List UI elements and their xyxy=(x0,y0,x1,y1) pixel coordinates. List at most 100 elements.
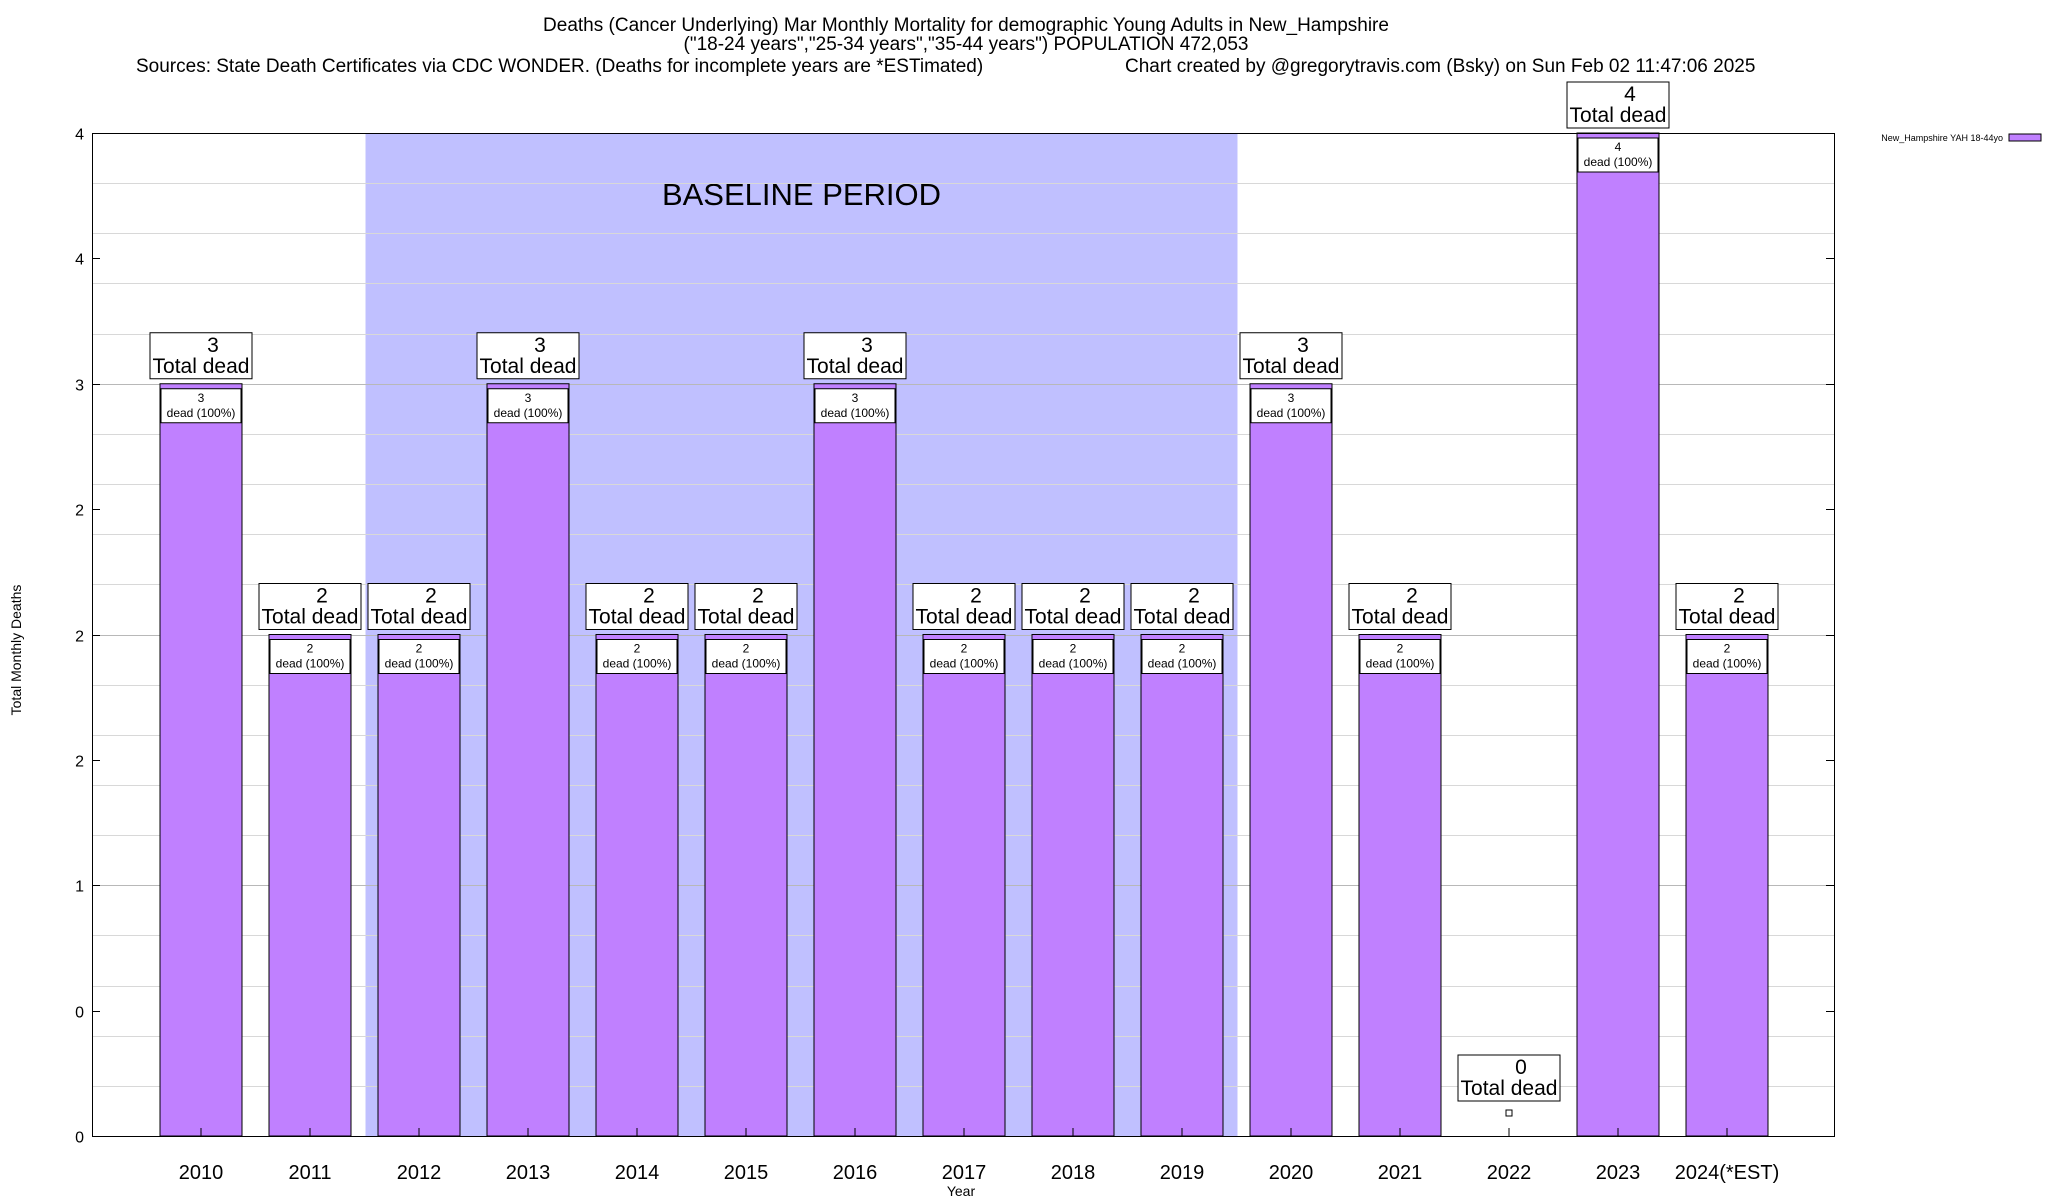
axis-layer: Year Total Monthly Deaths 0 0 1 2 2 2 3 4 4 2010 2… xyxy=(8,127,1835,1199)
bar-total-label-box xyxy=(1130,583,1234,630)
x-tick-label: 2016 xyxy=(833,1162,878,1184)
bar-inner-label: dead (100%) xyxy=(167,406,236,420)
legend-swatch xyxy=(2008,133,2042,142)
bar-total-value: 2 xyxy=(970,585,982,608)
bar-total-label: Total dead xyxy=(807,355,904,378)
bar xyxy=(159,383,243,1137)
bar-inner-label-box xyxy=(269,639,351,674)
bar-total-label-box xyxy=(1239,332,1343,380)
x-tick-label: 2015 xyxy=(724,1162,769,1184)
x-tick-label: 2022 xyxy=(1487,1162,1532,1184)
bar-inner-label: dead (100%) xyxy=(1257,406,1326,420)
bar-inner-label: dead (100%) xyxy=(821,406,890,420)
chart-title-group: Deaths (Cancer Underlying) Mar Monthly M… xyxy=(136,15,1755,77)
bar-total-value: 2 xyxy=(425,585,437,608)
x-tick-label: 2010 xyxy=(179,1162,224,1184)
x-tick-label: 2021 xyxy=(1378,1162,1423,1184)
x-tick-label: 2018 xyxy=(1051,1162,1096,1184)
chart-credit: Chart created by @gregorytravis.com (Bsk… xyxy=(1125,56,1755,77)
bar-total-label: Total dead xyxy=(589,606,686,629)
x-axis-title: Year xyxy=(947,1183,976,1199)
bar xyxy=(377,634,461,1137)
bar-total-value: 3 xyxy=(861,334,873,357)
bar-inner-label-box xyxy=(596,639,678,674)
bar-inner-label-box xyxy=(923,639,1005,674)
bar-total-value: 2 xyxy=(1406,585,1418,608)
y-tick-label: 4 xyxy=(75,127,84,144)
bar-total-value: 2 xyxy=(316,585,328,608)
x-tick-label: 2020 xyxy=(1269,1162,1314,1184)
bar-total-value: 2 xyxy=(1188,585,1200,608)
bar-total-label: Total dead xyxy=(698,606,795,629)
y-tick-label: 4 xyxy=(75,252,84,269)
bar-inner-label: dead (100%) xyxy=(1039,657,1108,671)
bar-inner-label-box xyxy=(1141,639,1223,674)
bar-inner-label-box xyxy=(378,639,460,674)
bar-inner-value: 3 xyxy=(1288,391,1295,405)
bar-inner-label: dead (100%) xyxy=(603,657,672,671)
bar-inner-label-box xyxy=(705,639,787,674)
bar-total-label: Total dead xyxy=(1352,606,1449,629)
bar-total-value: 0 xyxy=(1515,1056,1527,1079)
bar xyxy=(813,383,897,1137)
bar-inner-label-box xyxy=(487,388,569,424)
bar-total-label: Total dead xyxy=(480,355,577,378)
bar xyxy=(1031,634,1115,1137)
bar-total-label-box xyxy=(1675,583,1779,630)
x-tick-label: 2014 xyxy=(615,1162,660,1184)
x-tick-label: 2024(*EST) xyxy=(1675,1162,1780,1184)
bar xyxy=(1358,634,1442,1137)
bar-total-label: Total dead xyxy=(262,606,359,629)
y-tick-label: 2 xyxy=(75,629,84,646)
chart-subtitle: ("18-24 years","25-34 years","35-44 year… xyxy=(684,34,1249,55)
bar-inner-value: 2 xyxy=(307,642,314,656)
bar-inner-value: 2 xyxy=(416,642,423,656)
baseline-label: BASELINE PERIOD xyxy=(662,177,941,212)
bar-total-value: 3 xyxy=(534,334,546,357)
bar xyxy=(1685,634,1769,1137)
bar-total-value: 4 xyxy=(1624,83,1636,106)
bar xyxy=(1140,634,1224,1137)
bar xyxy=(1576,132,1660,1137)
y-tick-label: 3 xyxy=(75,378,84,395)
bar-total-label: Total dead xyxy=(153,355,250,378)
bar-total-label-box xyxy=(476,332,580,380)
bar-inner-label: dead (100%) xyxy=(1693,657,1762,671)
y-tick-label: 2 xyxy=(75,503,84,520)
bar-inner-label: dead (100%) xyxy=(385,657,454,671)
bar-inner-label: dead (100%) xyxy=(930,657,999,671)
x-tick-label: 2023 xyxy=(1596,1162,1641,1184)
bar-total-value: 2 xyxy=(1733,585,1745,608)
bar-total-value: 3 xyxy=(1297,334,1309,357)
bar xyxy=(922,634,1006,1137)
bar-inner-label: dead (100%) xyxy=(494,406,563,420)
bar-inner-label-box xyxy=(1577,137,1659,173)
bar-total-label-box xyxy=(912,583,1016,630)
bar-total-value: 2 xyxy=(1079,585,1091,608)
bar-inner-label-box xyxy=(1686,639,1768,674)
bar-total-label-box xyxy=(585,583,689,630)
bar-total-value: 2 xyxy=(643,585,655,608)
bar-inner-value: 2 xyxy=(634,642,641,656)
bar-inner-value: 2 xyxy=(743,642,750,656)
bar-inner-label: dead (100%) xyxy=(1148,657,1217,671)
x-tick-label: 2013 xyxy=(506,1162,551,1184)
bar-inner-value: 2 xyxy=(1397,642,1404,656)
bar-total-label-box xyxy=(803,332,907,380)
bar-total-label: Total dead xyxy=(1134,606,1231,629)
legend-label: New_Hampshire YAH 18-44yo xyxy=(1881,133,2003,143)
bar xyxy=(268,634,352,1137)
bar-inner-label-box xyxy=(1359,639,1441,674)
bar-inner-label: dead (100%) xyxy=(712,657,781,671)
bar-total-label: Total dead xyxy=(1243,355,1340,378)
y-tick-label: 1 xyxy=(75,879,84,896)
y-tick-label: 2 xyxy=(75,754,84,771)
bar-inner-value: 3 xyxy=(198,391,205,405)
y-tick-label: 0 xyxy=(75,1005,84,1022)
chart-sources: Sources: State Death Certificates via CD… xyxy=(136,56,983,77)
y-tick-label: 0 xyxy=(75,1130,84,1147)
x-tick-label: 2011 xyxy=(288,1162,331,1184)
bar-inner-value: 3 xyxy=(852,391,859,405)
x-tick-label: 2012 xyxy=(397,1162,442,1184)
